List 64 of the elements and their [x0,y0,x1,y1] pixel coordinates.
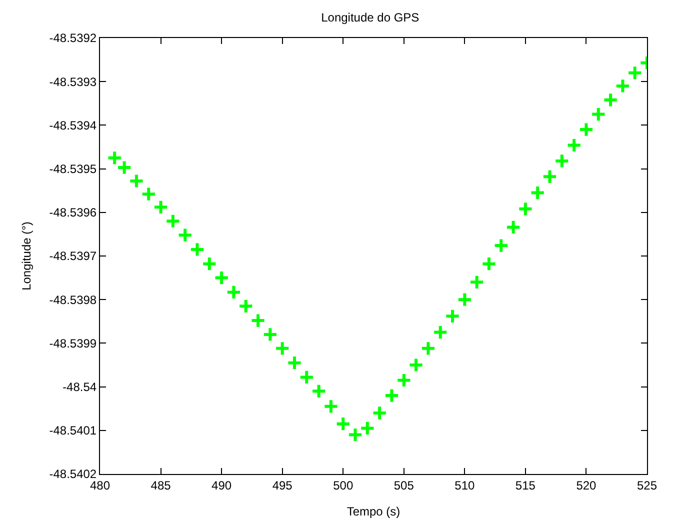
point [250,312,266,328]
point [542,168,558,184]
point [627,65,643,81]
point [214,270,230,286]
x-tick-label: 510 [454,478,475,492]
point [177,227,193,243]
y-axis-title: Longitude (°) [20,222,34,290]
y-tick-label: -48.5394 [49,118,97,132]
y-tick-label: -48.5401 [49,424,97,438]
point [505,219,522,236]
point [469,274,485,290]
point [274,340,290,356]
y-tick-label: -48.5393 [49,74,97,89]
point [456,292,472,308]
x-tick-label: 505 [394,478,414,492]
point [286,355,302,371]
point [311,383,327,399]
point [298,369,314,386]
point [202,256,218,272]
point [602,92,618,108]
point [140,186,156,202]
x-tick-label: 495 [272,478,293,492]
point [165,213,181,229]
chart-title: Longitude do GPS [321,10,420,25]
point [578,122,594,138]
y-tick-label: -48.5392 [49,31,97,46]
point [238,298,254,314]
x-tick-label: 520 [576,478,597,492]
point [360,420,376,436]
point [384,388,400,404]
point [518,201,534,217]
point [347,426,364,443]
y-tick-label: -48.5397 [49,249,97,264]
point [614,78,630,94]
point [566,137,582,154]
point [493,238,509,254]
y-tick-label: -48.5398 [49,292,97,307]
point [530,184,546,201]
y-tick-label: -48.5396 [49,206,97,220]
point [432,324,448,340]
point [323,398,339,414]
point [372,405,388,421]
point [590,106,606,122]
point [335,416,351,432]
point [226,284,242,300]
x-tick-label: 525 [636,478,658,492]
y-tick-label: -48.5395 [49,162,97,176]
y-tick-label: -48.5399 [49,336,97,350]
point [420,340,436,356]
point [128,173,144,189]
point [481,256,497,272]
x-tick-label: 515 [515,478,536,492]
x-axis-title: Tempo (s) [346,504,400,518]
point [408,357,424,373]
y-tick-label: -48.54 [62,380,97,394]
x-tick-label: 485 [150,478,172,492]
point [262,326,278,342]
x-tick-label: 500 [333,478,354,492]
point [396,372,412,388]
point [189,242,206,258]
point [444,308,460,324]
point [152,199,169,215]
x-tick-label: 490 [212,478,232,492]
point [554,153,570,169]
